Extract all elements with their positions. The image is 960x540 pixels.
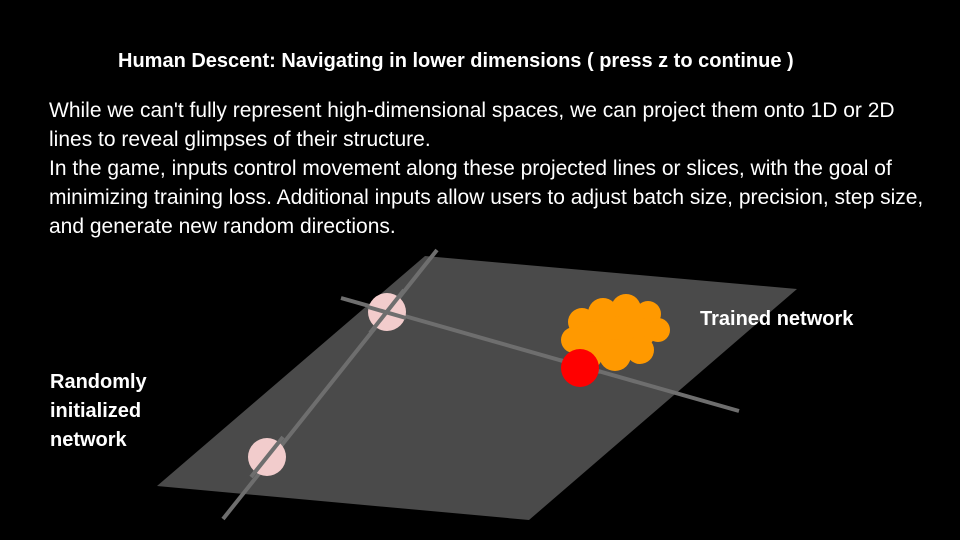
trained-network-label: Trained network	[700, 308, 854, 330]
trained-network-cluster	[561, 294, 670, 371]
random-network-label: Randomly initialized network	[50, 368, 190, 455]
slide-title: Human Descent: Navigating in lower dimen…	[118, 50, 794, 72]
slide-description: While we can't fully represent high-dime…	[49, 96, 929, 241]
current-network-point	[561, 349, 599, 387]
description-paragraph-1: While we can't fully represent high-dime…	[49, 99, 895, 151]
random-direction-line-2	[340, 296, 740, 413]
random-label-line-2: initialized	[50, 400, 142, 422]
random-label-line-3: network	[50, 429, 127, 451]
random-label-line-1: Randomly	[50, 371, 147, 393]
description-paragraph-2: In the game, inputs control movement alo…	[49, 157, 924, 238]
